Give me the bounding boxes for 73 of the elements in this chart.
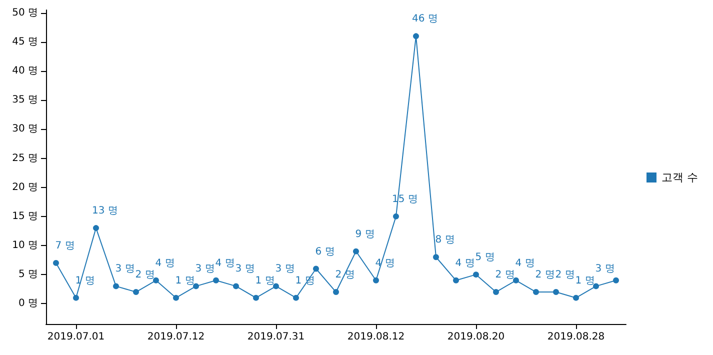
data-label: 3 명: [595, 264, 615, 275]
data-label: 1 명: [75, 275, 95, 286]
data-label: 4 명: [375, 258, 395, 269]
data-label: 5 명: [475, 252, 495, 264]
y-tick-label: 10 명: [12, 240, 38, 251]
data-label: 8 명: [435, 234, 455, 246]
data-label: 4 명: [155, 258, 175, 269]
point: [93, 225, 99, 232]
point: [413, 33, 419, 40]
data-label: 1 명: [175, 275, 195, 286]
data-label: 3 명: [235, 264, 255, 275]
point: [313, 266, 319, 272]
data-label: 4 명: [215, 258, 235, 269]
x-tick-label: 2019.07.31: [247, 332, 305, 342]
point: [153, 277, 159, 284]
x-tick-label: 2019.07.12: [147, 332, 205, 342]
x-tick-label: 2019.07.01: [47, 332, 105, 342]
y-tick-label: 45 명: [12, 36, 38, 48]
data-label: 7 명: [55, 240, 75, 252]
point: [573, 294, 579, 301]
y-tick-label: 50 명: [12, 7, 38, 18]
data-label: 13 명: [92, 206, 118, 217]
point: [373, 277, 379, 284]
data-label: 3 명: [195, 264, 215, 275]
data-label: 2 명: [135, 270, 155, 281]
point: [493, 289, 499, 296]
point: [293, 294, 299, 301]
data-label: 2 명: [535, 270, 555, 281]
data-label: 1 명: [575, 275, 595, 286]
data-label: 4 명: [455, 258, 475, 269]
point: [393, 213, 399, 220]
y-tick-label: 30 명: [12, 124, 38, 135]
point: [273, 283, 279, 290]
y-tick-label: 35 명: [12, 94, 38, 106]
point: [473, 272, 479, 278]
data-label: 2 명: [335, 270, 355, 281]
y-tick-label: 15 명: [12, 210, 38, 222]
data-label: 1 명: [255, 275, 275, 286]
y-tick-label: 5 명: [18, 269, 38, 280]
point: [593, 283, 599, 290]
point: [213, 277, 219, 284]
point: [533, 289, 539, 296]
point: [53, 260, 59, 266]
x-tick-label: 2019.08.20: [447, 332, 505, 342]
legend-label: 고객 수: [662, 171, 698, 184]
point: [553, 289, 559, 296]
data-label: 6 명: [315, 246, 335, 258]
point: [613, 277, 619, 284]
point: [333, 289, 339, 296]
point: [73, 294, 79, 301]
y-tick-label: 20 명: [12, 182, 38, 193]
y-tick-label: 0 명: [18, 298, 38, 310]
data-label: 2 명: [495, 270, 515, 281]
point: [353, 248, 359, 254]
data-label: 46 명: [412, 14, 438, 25]
point: [173, 294, 179, 301]
point: [433, 254, 439, 260]
point: [193, 283, 199, 290]
point: [113, 283, 119, 290]
x-tick-label: 2019.08.28: [547, 332, 605, 342]
data-label: 3 명: [275, 264, 295, 275]
point: [513, 277, 519, 284]
x-tick-label: 2019.08.12: [347, 332, 405, 342]
data-label: 4 명: [515, 258, 535, 269]
point: [253, 294, 259, 301]
data-label: 2 명: [555, 270, 575, 281]
y-tick-label: 25 명: [12, 152, 38, 164]
data-label: 9 명: [355, 228, 375, 240]
point: [453, 277, 459, 284]
y-tick-label: 40 명: [12, 66, 38, 77]
data-label: 3 명: [115, 264, 135, 275]
point: [133, 289, 139, 296]
point: [233, 283, 239, 290]
